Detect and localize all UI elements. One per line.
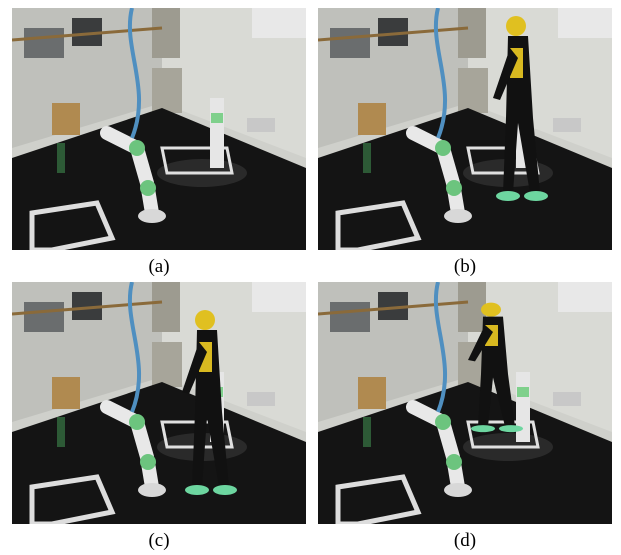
photo-b bbox=[318, 8, 612, 250]
caption: (a) bbox=[148, 256, 170, 277]
caption: (d) bbox=[453, 530, 477, 551]
photo-a bbox=[12, 8, 306, 250]
caption: (b) bbox=[453, 256, 477, 277]
photo-d bbox=[318, 282, 612, 524]
photo-c bbox=[12, 282, 306, 524]
caption: (c) bbox=[148, 530, 170, 551]
